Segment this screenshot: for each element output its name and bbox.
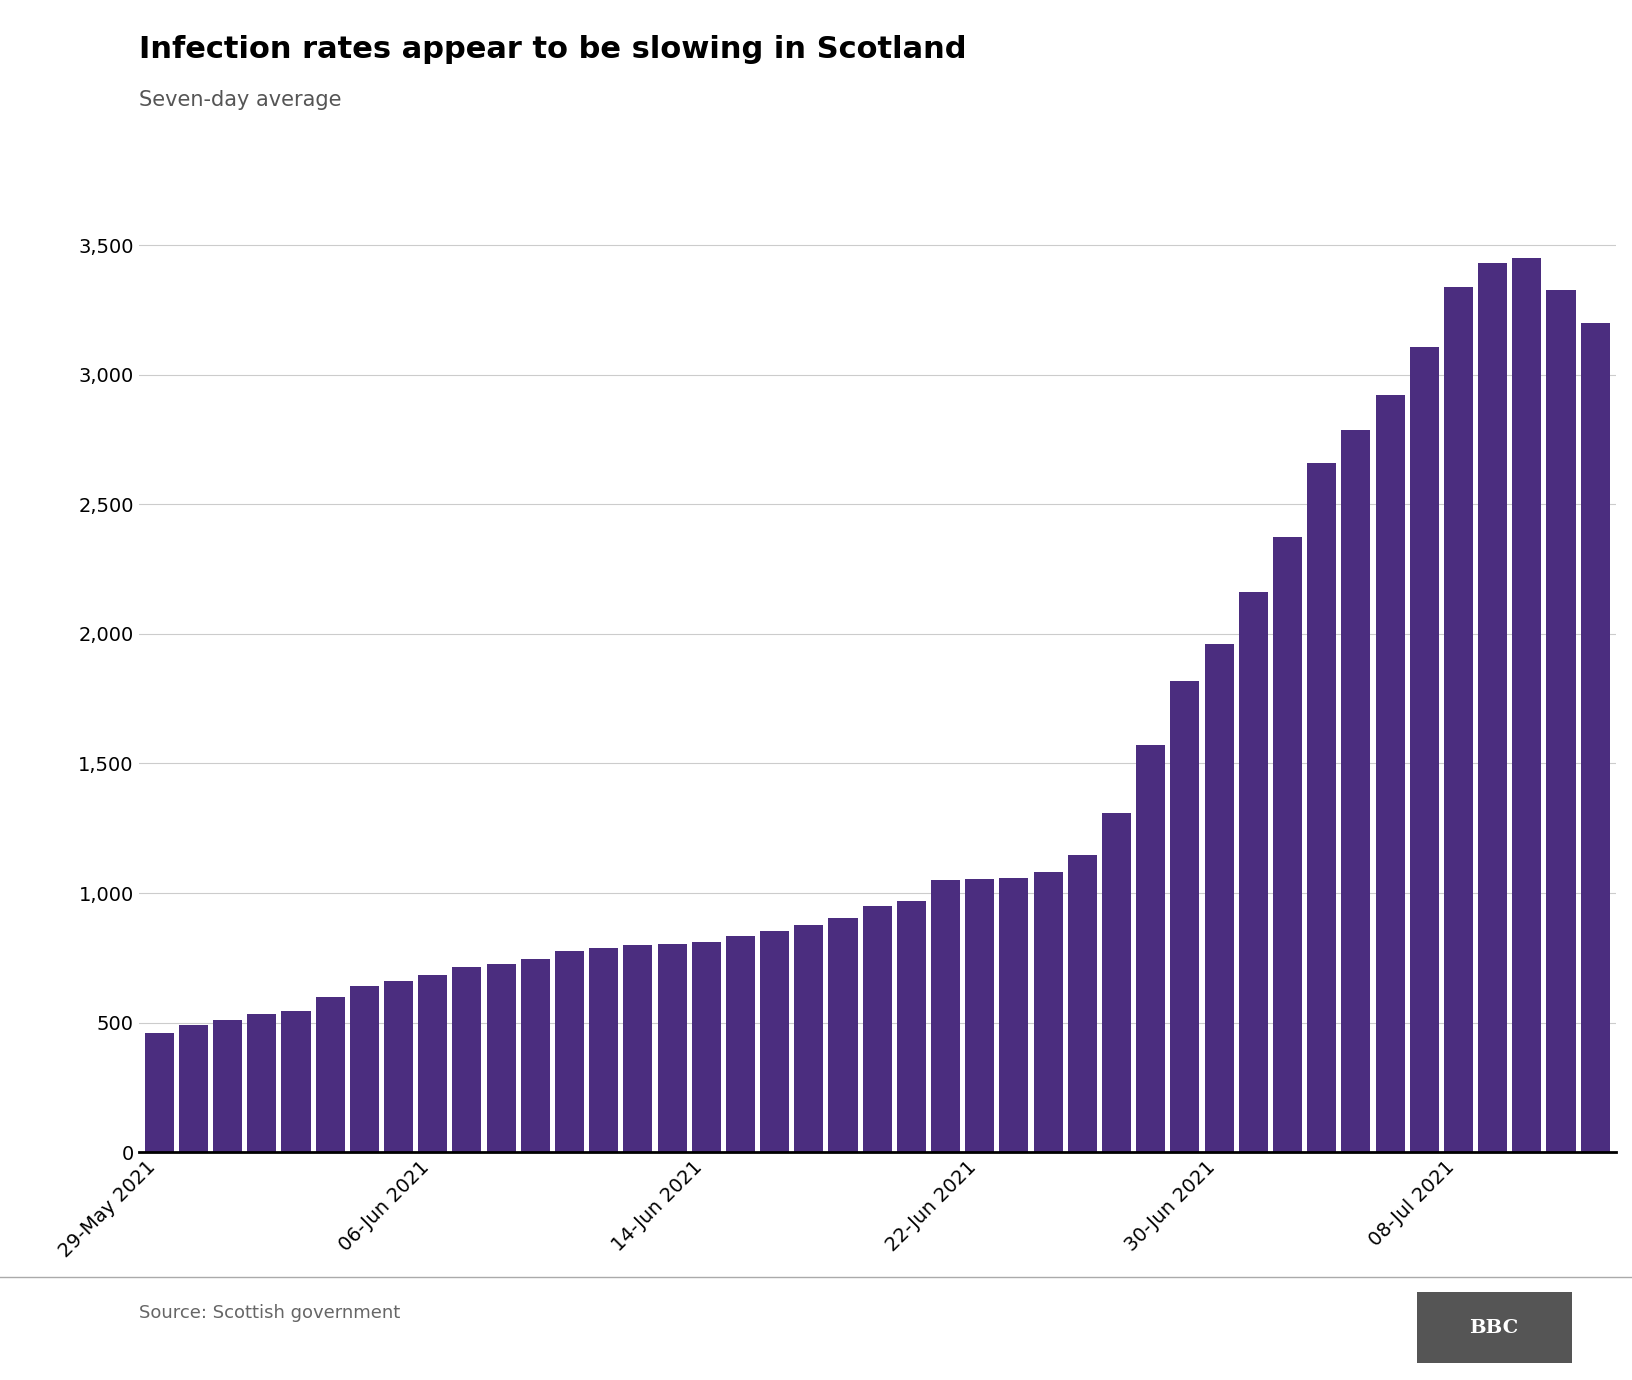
Bar xyxy=(863,907,891,1152)
Bar xyxy=(145,1034,173,1152)
Bar xyxy=(623,945,653,1152)
Bar xyxy=(315,996,344,1152)
Bar xyxy=(1444,287,1474,1152)
Bar xyxy=(1513,258,1541,1152)
Bar xyxy=(180,1025,207,1152)
Text: Infection rates appear to be slowing in Scotland: Infection rates appear to be slowing in … xyxy=(139,34,966,63)
Bar xyxy=(349,987,379,1152)
Bar xyxy=(1410,348,1439,1152)
Bar xyxy=(1239,592,1268,1152)
Bar xyxy=(1273,537,1302,1152)
Bar xyxy=(452,967,481,1152)
Bar xyxy=(1479,264,1506,1152)
Bar xyxy=(1307,462,1337,1152)
Bar xyxy=(384,981,413,1152)
Bar xyxy=(1342,431,1371,1152)
Bar xyxy=(214,1020,242,1152)
Bar xyxy=(999,878,1028,1152)
Bar xyxy=(1067,856,1097,1152)
Bar xyxy=(1170,680,1200,1152)
Text: Source: Scottish government: Source: Scottish government xyxy=(139,1304,400,1322)
Bar xyxy=(1204,644,1234,1152)
Bar xyxy=(281,1012,310,1152)
Bar xyxy=(555,951,584,1152)
Bar xyxy=(795,926,824,1152)
Bar xyxy=(248,1014,276,1152)
Bar xyxy=(898,901,925,1152)
Bar xyxy=(1581,323,1609,1152)
Bar xyxy=(829,918,857,1152)
Bar xyxy=(692,943,721,1152)
Bar xyxy=(1136,745,1165,1152)
Bar xyxy=(761,930,790,1152)
Bar xyxy=(486,965,516,1152)
Bar xyxy=(930,880,960,1152)
Bar xyxy=(965,879,994,1152)
Bar xyxy=(1376,396,1405,1152)
Bar xyxy=(726,936,756,1152)
Bar xyxy=(418,974,447,1152)
Bar xyxy=(521,959,550,1152)
Bar xyxy=(1033,872,1062,1152)
Text: Seven-day average: Seven-day average xyxy=(139,90,341,109)
Bar xyxy=(658,944,687,1152)
Text: BBC: BBC xyxy=(1469,1318,1519,1337)
Bar xyxy=(1102,813,1131,1152)
Bar xyxy=(589,948,619,1152)
Bar xyxy=(1547,290,1575,1152)
